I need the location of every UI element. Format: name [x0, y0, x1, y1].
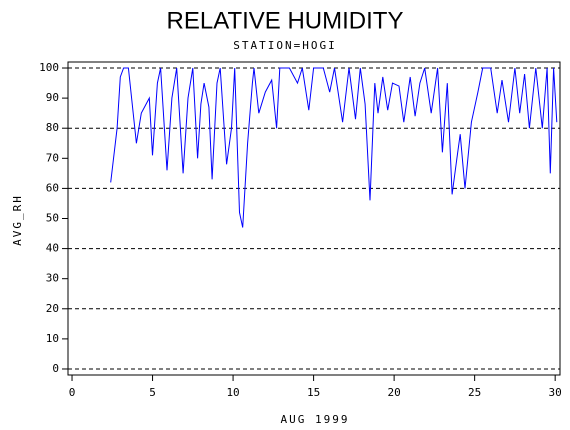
y-tick-label: 50 [46, 212, 59, 225]
x-tick-label: 25 [468, 386, 481, 399]
x-tick-label: 5 [149, 386, 156, 399]
x-tick-label: 10 [226, 386, 239, 399]
y-tick-label: 30 [46, 272, 59, 285]
data-line [110, 67, 558, 228]
x-tick-label: 0 [69, 386, 76, 399]
x-tick-label: 15 [307, 386, 320, 399]
x-axis-label: AUG 1999 [281, 413, 350, 426]
y-tick-label: 40 [46, 242, 59, 255]
x-tick-label: 20 [387, 386, 400, 399]
y-tick-label: 10 [46, 332, 59, 345]
y-tick-label: 70 [46, 151, 59, 164]
y-tick-label: 20 [46, 302, 59, 315]
y-axis-label: AVG_RH [11, 194, 24, 246]
y-tick-label: 0 [52, 362, 59, 375]
chart-title: RELATIVE HUMIDITY [167, 7, 404, 34]
x-tick-label: 30 [549, 386, 562, 399]
y-tick-label: 100 [39, 61, 59, 74]
y-tick-label: 90 [46, 91, 59, 104]
y-tick-label: 80 [46, 121, 59, 134]
chart-subtitle: STATION=HOGI [233, 39, 336, 52]
y-tick-label: 60 [46, 181, 59, 194]
plot-frame [67, 61, 561, 376]
